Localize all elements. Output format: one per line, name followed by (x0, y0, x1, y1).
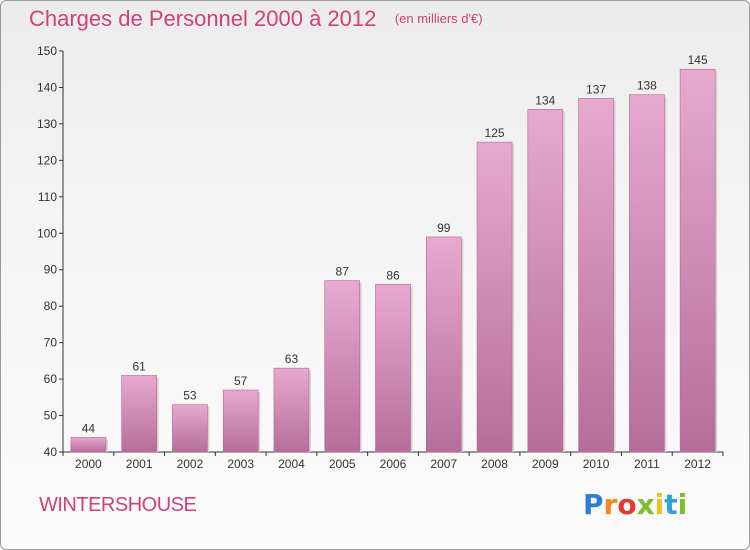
title-row: Charges de Personnel 2000 à 2012 (en mil… (29, 6, 483, 32)
y-tick-label: 150 (37, 44, 57, 58)
data-label: 86 (386, 268, 400, 282)
y-tick-label: 80 (44, 299, 58, 313)
y-tick-label: 50 (44, 409, 58, 423)
data-label: 63 (285, 352, 299, 366)
y-tick-label: 60 (44, 372, 58, 386)
proxiti-logo[interactable]: Proxiti (583, 488, 688, 521)
x-tick-label: 2005 (329, 457, 356, 471)
y-tick-label: 100 (37, 226, 57, 240)
y-tick-label: 70 (44, 336, 58, 350)
x-tick-label: 2000 (75, 457, 102, 471)
bar (222, 389, 259, 453)
bars (70, 68, 718, 453)
bar (324, 280, 361, 453)
data-label: 138 (637, 79, 657, 93)
bar (172, 404, 208, 453)
bar (121, 375, 157, 453)
x-tick-label: 2002 (177, 457, 204, 471)
data-label: 44 (82, 421, 96, 435)
bar (375, 284, 411, 453)
bar (527, 109, 564, 453)
bar (679, 68, 716, 453)
data-label: 137 (586, 82, 606, 96)
data-label: 99 (437, 221, 451, 235)
bar (476, 141, 513, 453)
chart-subtitle: (en milliers d'€) (394, 11, 483, 26)
x-tick-label: 2009 (532, 457, 559, 471)
data-label: 145 (688, 53, 708, 67)
x-tick-label: 2011 (634, 457, 660, 471)
x-tick-label: 2003 (227, 457, 254, 471)
data-label: 53 (183, 389, 197, 403)
data-label: 134 (535, 93, 555, 107)
bar (578, 98, 614, 453)
data-label: 61 (132, 359, 146, 373)
y-tick-label: 130 (37, 117, 57, 131)
data-label: 57 (234, 374, 248, 388)
data-label: 125 (485, 126, 505, 140)
y-tick-label: 40 (44, 445, 58, 459)
axes: 40 50 60 70 80 90 100 110 120 130 140 150 2000 2001 20… (37, 44, 724, 471)
y-tick-label: 110 (38, 190, 57, 204)
data-labels: 44 61 53 57 63 87 86 99 125 134 137 138 145 (82, 53, 708, 435)
bar (70, 437, 107, 453)
y-tick-label: 120 (37, 153, 57, 167)
x-tick-label: 2008 (481, 457, 508, 471)
x-tick-label: 2012 (684, 457, 711, 471)
bar (425, 236, 462, 453)
x-tick-label: 2006 (380, 457, 407, 471)
x-tick-label: 2007 (430, 457, 457, 471)
bar (629, 94, 665, 453)
y-tick-label: 90 (44, 263, 58, 277)
bar (273, 367, 310, 453)
x-tick-label: 2001 (126, 457, 153, 471)
x-tick-label: 2004 (278, 457, 305, 471)
x-tick-label: 2010 (583, 457, 610, 471)
data-label: 87 (336, 265, 350, 279)
y-tick-label: 140 (37, 80, 57, 94)
commune-name: WINTERSHOUSE (39, 494, 197, 516)
chart-title: Charges de Personnel 2000 à 2012 (29, 6, 377, 31)
